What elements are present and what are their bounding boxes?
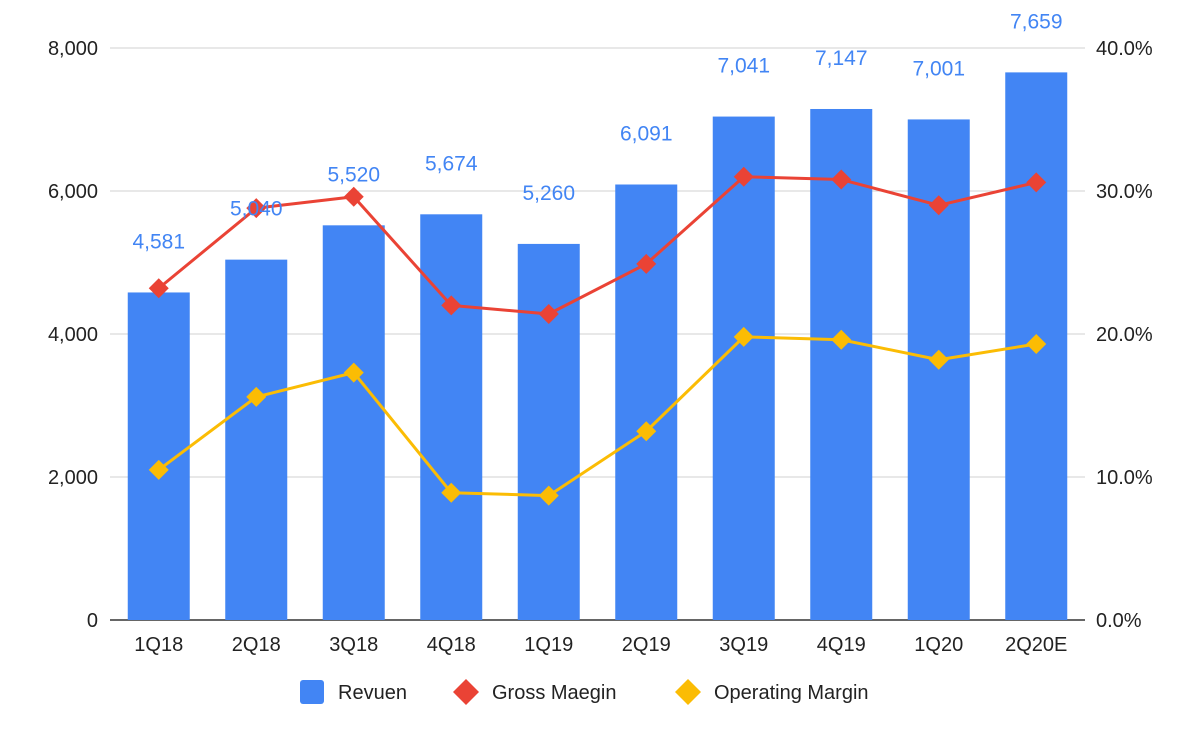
x-axis-tick-label: 1Q19 xyxy=(524,634,573,656)
bar-revenue xyxy=(225,259,288,620)
data-label-revenue: 5,040 xyxy=(230,198,283,221)
revenue-bars xyxy=(127,72,1068,621)
bar-revenue xyxy=(810,108,873,620)
legend-swatch-gross-maegin xyxy=(453,679,479,705)
data-label-revenue: 5,674 xyxy=(425,152,478,175)
x-axis-tick-label: 2Q18 xyxy=(232,634,281,656)
legend-label-gross-maegin: Gross Maegin xyxy=(492,682,617,704)
axes: 0 2,000 4,000 6,000 8,000 0.0% 10.0% 20.0% 30.0%… xyxy=(48,38,1153,656)
data-label-revenue: 7,147 xyxy=(815,47,868,70)
x-axis-tick-label: 4Q18 xyxy=(427,634,476,656)
point-gross-maegin xyxy=(831,169,852,190)
point-gross-maegin xyxy=(538,303,559,324)
data-labels: 4,581 5,040 5,520 5,674 5,260 6,091 7,041 7,147… xyxy=(132,10,1062,253)
x-axis-tick-label: 1Q20 xyxy=(914,634,963,656)
data-label-revenue: 6,091 xyxy=(620,122,673,145)
point-gross-maegin xyxy=(246,198,267,219)
point-operating-margin xyxy=(928,349,949,370)
data-label-revenue: 7,659 xyxy=(1010,10,1063,33)
right-axis-tick-label: 20.0% xyxy=(1096,324,1153,346)
left-axis-tick-label: 6,000 xyxy=(48,181,98,203)
x-axis-tick-label: 3Q19 xyxy=(719,634,768,656)
x-axis-tick-label: 2Q19 xyxy=(622,634,671,656)
left-axis-tick-label: 8,000 xyxy=(48,38,98,60)
point-operating-margin xyxy=(831,329,852,350)
point-operating-margin xyxy=(246,386,267,407)
legend-label-operating-margin: Operating Margin xyxy=(714,682,869,704)
point-operating-margin xyxy=(636,421,657,442)
data-label-revenue: 5,260 xyxy=(522,182,575,205)
point-gross-maegin xyxy=(343,186,364,207)
legend: Revuen Gross Maegin Operating Margin xyxy=(300,679,869,705)
point-operating-margin xyxy=(441,482,462,503)
legend-swatch-revuen xyxy=(300,680,324,704)
point-operating-margin xyxy=(538,485,559,506)
right-axis-tick-label: 0.0% xyxy=(1096,610,1142,632)
point-gross-maegin xyxy=(928,195,949,216)
right-axis-tick-label: 40.0% xyxy=(1096,38,1153,60)
bar-revenue xyxy=(322,225,385,620)
bar-revenue xyxy=(127,292,190,620)
line-operating-margin xyxy=(157,335,1037,498)
point-gross-maegin xyxy=(636,253,657,274)
bar-revenue xyxy=(712,116,775,621)
point-operating-margin xyxy=(148,459,169,480)
point-gross-maegin xyxy=(441,295,462,316)
point-gross-maegin xyxy=(148,278,169,299)
point-gross-maegin xyxy=(1026,172,1047,193)
line-gross-maegin xyxy=(157,175,1037,316)
point-operating-margin xyxy=(343,362,364,383)
x-axis-tick-label: 1Q18 xyxy=(134,634,183,656)
data-label-revenue: 5,520 xyxy=(327,163,380,186)
legend-swatch-operating-margin xyxy=(675,679,701,705)
bar-revenue xyxy=(517,243,580,620)
right-axis-tick-label: 30.0% xyxy=(1096,181,1153,203)
point-operating-margin xyxy=(733,326,754,347)
point-operating-margin xyxy=(1026,334,1047,355)
left-axis-tick-label: 4,000 xyxy=(48,324,98,346)
legend-label-revuen: Revuen xyxy=(338,682,407,704)
right-axis-tick-label: 10.0% xyxy=(1096,467,1153,489)
point-gross-maegin xyxy=(733,166,754,187)
x-axis-tick-label: 2Q20E xyxy=(1005,634,1067,656)
bar-revenue xyxy=(420,214,483,620)
x-axis-tick-label: 4Q19 xyxy=(817,634,866,656)
x-axis-tick-label: 3Q18 xyxy=(329,634,378,656)
left-axis-tick-label: 0 xyxy=(87,610,98,632)
data-label-revenue: 7,001 xyxy=(912,57,965,80)
bar-revenue xyxy=(615,184,678,620)
data-label-revenue: 4,581 xyxy=(132,230,185,253)
left-axis-tick-label: 2,000 xyxy=(48,467,98,489)
margin-lines xyxy=(148,166,1047,506)
data-label-revenue: 7,041 xyxy=(717,55,770,78)
